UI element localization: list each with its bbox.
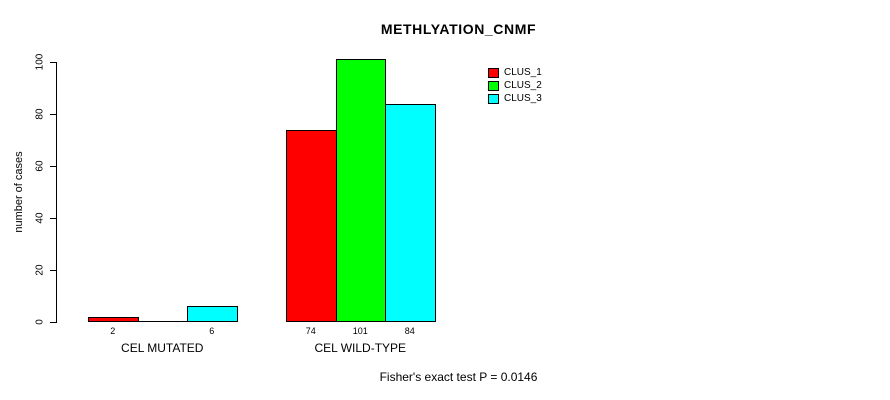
legend-label-clus-3: CLUS_3 (504, 93, 542, 104)
legend-swatch-clus-2 (488, 80, 499, 91)
bar-value-label: 6 (209, 326, 215, 336)
bar-value-label: 84 (404, 326, 415, 336)
y-axis-tick (50, 165, 56, 167)
legend: CLUS_1 CLUS_2 CLUS_3 (488, 66, 542, 105)
bar-value-label: 2 (110, 326, 116, 336)
bar-clus_2-1-zero (137, 321, 188, 322)
bar-value-label: 74 (305, 326, 316, 336)
legend-swatch-clus-1 (488, 67, 499, 78)
legend-item-clus-3: CLUS_3 (488, 92, 542, 105)
legend-label-clus-1: CLUS_1 (504, 67, 542, 78)
legend-item-clus-1: CLUS_1 (488, 66, 542, 79)
legend-swatch-clus-3 (488, 93, 499, 104)
bar-value-label: 101 (352, 326, 368, 336)
bar-clus_3-1 (187, 306, 238, 322)
y-axis-tick (50, 269, 56, 271)
bar-clus_1-2 (286, 130, 337, 322)
legend-label-clus-2: CLUS_2 (504, 80, 542, 91)
bar-clus_2-2 (335, 59, 386, 322)
bar-clus_1-1 (88, 317, 139, 322)
y-axis-line (56, 62, 57, 323)
bar-clus_3-2 (385, 104, 436, 322)
x-category-label: CEL WILD-TYPE (314, 341, 407, 355)
chart-title: METHLYATION_CNMF (380, 21, 537, 37)
y-axis-tick (50, 113, 56, 115)
x-category-label: CEL MUTATED (121, 341, 204, 355)
annotation-text: Fisher's exact test P = 0.0146 (379, 370, 538, 384)
y-axis-tick (50, 217, 56, 219)
legend-item-clus-2: CLUS_2 (488, 79, 542, 92)
y-axis-tick (50, 61, 56, 63)
y-axis-tick (50, 321, 56, 323)
